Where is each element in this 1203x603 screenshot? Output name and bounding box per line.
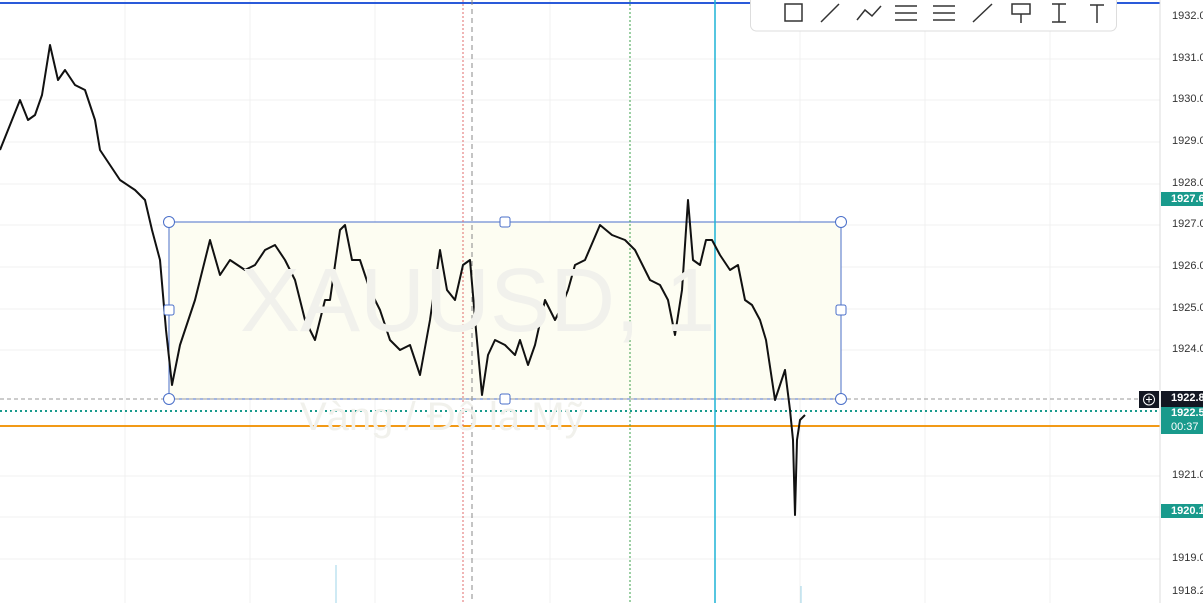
price-label: 1930.0 [1172, 93, 1203, 105]
watermark-description: Vàng / Đô la Mỹ [300, 395, 585, 439]
tool-flag[interactable] [1011, 3, 1031, 23]
crosshair-badge: 1922.8 [1161, 391, 1203, 407]
tool-fib[interactable] [895, 5, 917, 21]
price-label: 1926.0 [1172, 260, 1203, 272]
price-label: 1919.0 [1172, 552, 1203, 564]
watermark-symbol: XAUUSD, 1 [240, 251, 716, 351]
low-badge: 1920.1 [1161, 504, 1203, 518]
tool-measure[interactable] [1052, 3, 1066, 23]
price-label: 1931.0 [1172, 52, 1203, 64]
plus-icon [1146, 396, 1152, 403]
high-badge: 1927.6 [1161, 192, 1203, 206]
tool-path[interactable] [856, 5, 882, 21]
toolbar [750, 0, 1117, 32]
plus-icon [1143, 393, 1155, 406]
last-price-badge: 1922.5 [1161, 407, 1203, 420]
tool-arrow[interactable] [972, 3, 993, 23]
tool-text[interactable] [1090, 4, 1104, 23]
price-label: 1921.0 [1172, 469, 1203, 481]
tool-parallel[interactable] [933, 5, 955, 21]
price-label: 1929.0 [1172, 135, 1203, 147]
price-label: 1927.0 [1172, 218, 1203, 230]
price-label: 1918.2 [1172, 585, 1203, 597]
price-label: 1932.0 [1172, 10, 1203, 22]
price-label: 1924.0 [1172, 343, 1203, 355]
tool-rectangle[interactable] [784, 3, 803, 22]
range-handles[interactable] [163, 216, 847, 405]
price-label: 1928.0 [1172, 177, 1203, 189]
price-label: 1925.0 [1172, 302, 1203, 314]
range-box[interactable] [168, 221, 842, 400]
tool-trendline[interactable] [820, 3, 840, 23]
price-series [0, 44, 806, 516]
countdown-badge: 00:37 [1161, 420, 1203, 434]
